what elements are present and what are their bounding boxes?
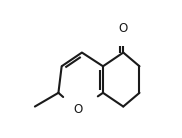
Text: O: O xyxy=(73,104,82,116)
Text: O: O xyxy=(119,22,128,35)
